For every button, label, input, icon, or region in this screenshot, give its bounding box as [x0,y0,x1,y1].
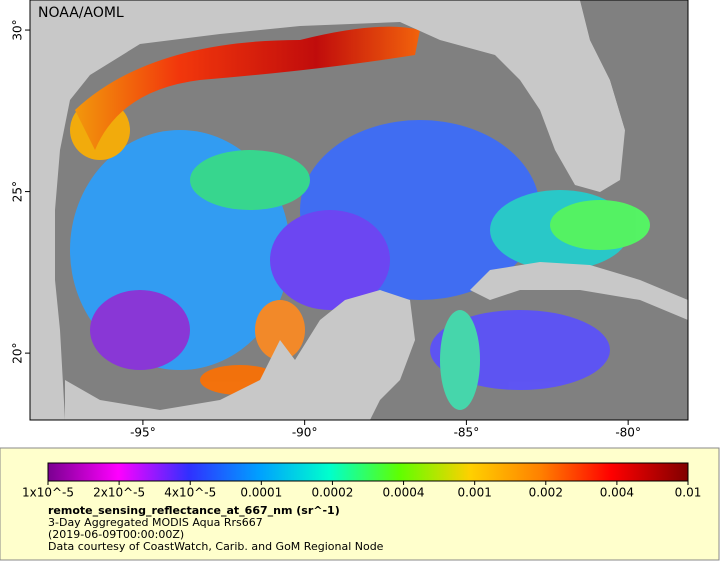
colorbar-label: 0.0001 [240,486,282,500]
x-tick-label: -85° [454,426,480,440]
caption-line: Data courtesy of CoastWatch, Carib. and … [48,540,384,553]
colorbar-label: 2x10^-5 [93,486,145,500]
map-title: NOAA/AOML [38,5,124,21]
x-tick-label: -95° [130,426,156,440]
variable-name: remote_sensing_reflectance_at_667_nm (sr… [48,504,340,517]
colorbar-label: 0.002 [529,486,563,500]
map-area [29,0,689,421]
land-usa-mexico [30,0,625,420]
colorbar-label: 0.0002 [311,486,353,500]
x-tick-label: -80° [615,426,641,440]
x-tick-label: -90° [292,426,318,440]
land-cuba [470,262,688,320]
colorbar [47,462,689,482]
colorbar-label: 4x10^-5 [164,486,216,500]
caption-line: 3-Day Aggregated MODIS Aqua Rrs667 [48,516,263,529]
land-yucatan [65,290,415,420]
colorbar-label: 0.004 [600,486,634,500]
colorbar-label: 0.0004 [383,486,425,500]
atlantic [580,0,688,140]
map-frame [29,0,689,421]
colorbar-label: 0.001 [457,486,491,500]
y-tick-label: 20° [11,342,25,363]
y-tick-label: 25° [11,181,25,202]
colorbar-label: 0.01 [675,486,702,500]
y-tick-label: 30° [11,19,25,40]
colorbar-label: 1x10^-5 [22,486,74,500]
caption-line: (2019-06-09T00:00:00Z) [48,528,184,541]
